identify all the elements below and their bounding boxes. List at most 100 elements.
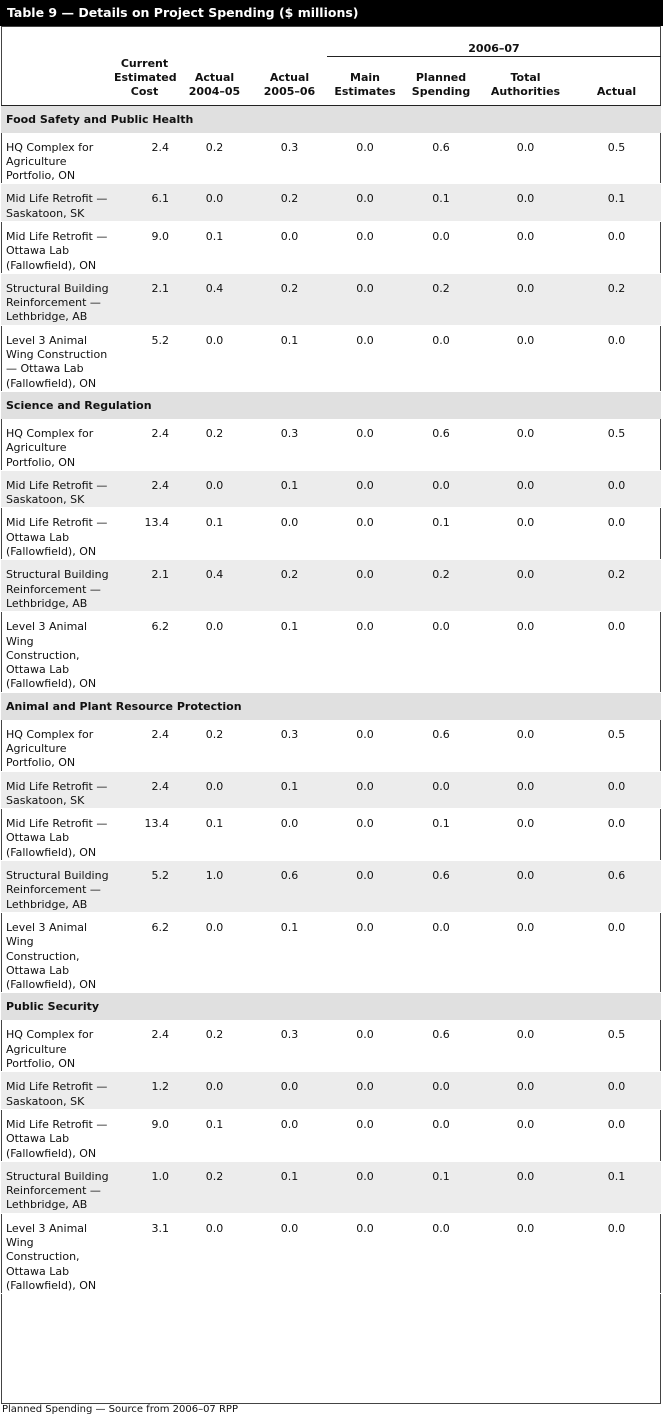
project-name-cell: Mid Life Retrofit — Ottawa Lab (Fallowfi… [1, 507, 112, 561]
section-row: Food Safety and Public Health [1, 105, 661, 133]
value-cell-a0506: 0.3 [252, 132, 327, 185]
value-cell-actual: 0.0 [572, 808, 661, 862]
value-cell-actual: 0.0 [572, 325, 661, 392]
value-cell-main: 0.0 [327, 325, 403, 392]
value-cell-main: 0.0 [327, 221, 403, 274]
value-cell-a0506: 0.3 [252, 418, 327, 471]
value-cell-a0405: 0.0 [177, 912, 252, 994]
value-cell-a0405: 1.0 [177, 860, 252, 913]
table-body: Food Safety and Public Health HQ Complex … [1, 105, 661, 1295]
value-cell-a0405: 0.4 [177, 273, 252, 326]
value-cell-actual: 0.5 [572, 719, 661, 772]
value-cell-a0405: 0.2 [177, 1161, 252, 1214]
value-cell-a0506: 0.0 [252, 1109, 327, 1162]
table-row: Level 3 Animal Wing Construction, Ottawa… [1, 611, 661, 693]
value-cell-total: 0.0 [479, 325, 572, 392]
value-cell-total: 0.0 [479, 771, 572, 810]
value-cell-planned: 0.1 [403, 808, 479, 862]
value-cell-total: 0.0 [479, 221, 572, 274]
value-cell-actual: 0.5 [572, 1020, 661, 1073]
table-row: Mid Life Retrofit — Ottawa Lab (Fallowfi… [1, 221, 661, 274]
value-cell-main: 0.0 [327, 808, 403, 862]
value-cell-main: 0.0 [327, 1071, 403, 1110]
project-name-cell: HQ Complex for Agriculture Portfolio, ON [1, 719, 112, 772]
value-cell-planned: 0.6 [403, 418, 479, 471]
project-name-cell: Mid Life Retrofit — Saskatoon, SK [1, 771, 112, 810]
value-cell-cost: 5.2 [112, 860, 177, 913]
value-cell-a0506: 0.1 [252, 912, 327, 994]
value-cell-total: 0.0 [479, 912, 572, 994]
value-cell-planned: 0.2 [403, 273, 479, 326]
value-cell-cost: 2.4 [112, 1020, 177, 1073]
value-cell-a0405: 0.1 [177, 221, 252, 274]
value-cell-total: 0.0 [479, 559, 572, 613]
value-cell-main: 0.0 [327, 1109, 403, 1162]
value-cell-a0506: 0.0 [252, 808, 327, 862]
table-row: Structural Building Reinforcement — Leth… [1, 559, 661, 613]
value-cell-total: 0.0 [479, 470, 572, 509]
section-row: Animal and Plant Resource Protection [1, 692, 661, 720]
value-cell-a0405: 0.0 [177, 325, 252, 392]
value-cell-cost: 2.4 [112, 418, 177, 471]
value-cell-a0405: 0.2 [177, 132, 252, 185]
table-row: Mid Life Retrofit — Saskatoon, SK 6.1 0.0 0… [1, 183, 661, 222]
value-cell-planned: 0.1 [403, 507, 479, 561]
value-cell-main: 0.0 [327, 273, 403, 326]
value-cell-planned: 0.6 [403, 860, 479, 913]
value-cell-main: 0.0 [327, 912, 403, 994]
table-row: Structural Building Reinforcement — Leth… [1, 1161, 661, 1214]
value-cell-total: 0.0 [479, 273, 572, 326]
value-cell-a0405: 0.4 [177, 559, 252, 613]
value-cell-planned: 0.0 [403, 1213, 479, 1295]
table-row: Level 3 Animal Wing Construction, Ottawa… [1, 1213, 661, 1295]
table-row: Mid Life Retrofit — Saskatoon, SK 2.4 0.0 0… [1, 771, 661, 810]
value-cell-a0405: 0.2 [177, 1020, 252, 1073]
value-cell-cost: 1.0 [112, 1161, 177, 1214]
value-cell-a0405: 0.0 [177, 183, 252, 222]
project-name-cell: Mid Life Retrofit — Ottawa Lab (Fallowfi… [1, 221, 112, 274]
table-row: Mid Life Retrofit — Saskatoon, SK 1.2 0.0 0… [1, 1071, 661, 1110]
value-cell-total: 0.0 [479, 183, 572, 222]
value-cell-main: 0.0 [327, 183, 403, 222]
value-cell-a0506: 0.1 [252, 771, 327, 810]
value-cell-total: 0.0 [479, 1161, 572, 1214]
value-cell-planned: 0.0 [403, 221, 479, 274]
value-cell-total: 0.0 [479, 611, 572, 693]
value-cell-total: 0.0 [479, 132, 572, 185]
value-cell-a0506: 0.0 [252, 1071, 327, 1110]
table-row: Structural Building Reinforcement — Leth… [1, 860, 661, 913]
value-cell-cost: 2.1 [112, 559, 177, 613]
value-cell-main: 0.0 [327, 418, 403, 471]
value-cell-actual: 0.0 [572, 470, 661, 509]
header-row-group: 2006–07 [1, 35, 661, 57]
value-cell-a0506: 0.0 [252, 1213, 327, 1295]
column-header-total-authorities: Total Authorities [479, 56, 572, 106]
value-cell-actual: 0.5 [572, 132, 661, 185]
column-header-main-estimates: Main Estimates [327, 56, 403, 106]
value-cell-actual: 0.2 [572, 559, 661, 613]
table-row: Structural Building Reinforcement — Leth… [1, 273, 661, 326]
value-cell-planned: 0.0 [403, 1071, 479, 1110]
value-cell-main: 0.0 [327, 1020, 403, 1073]
value-cell-main: 0.0 [327, 719, 403, 772]
value-cell-actual: 0.6 [572, 860, 661, 913]
value-cell-a0506: 0.0 [252, 507, 327, 561]
value-cell-cost: 6.1 [112, 183, 177, 222]
value-cell-actual: 0.0 [572, 611, 661, 693]
value-cell-total: 0.0 [479, 719, 572, 772]
section-heading: Science and Regulation [1, 391, 661, 419]
project-name-cell: Level 3 Animal Wing Construction — Ottaw… [1, 325, 112, 392]
project-name-cell: Structural Building Reinforcement — Leth… [1, 273, 112, 326]
value-cell-main: 0.0 [327, 771, 403, 810]
value-cell-a0405: 0.1 [177, 1109, 252, 1162]
value-cell-main: 0.0 [327, 1213, 403, 1295]
project-name-cell: Structural Building Reinforcement — Leth… [1, 559, 112, 613]
value-cell-a0506: 0.6 [252, 860, 327, 913]
value-cell-planned: 0.0 [403, 1109, 479, 1162]
table-row: Level 3 Animal Wing Construction — Ottaw… [1, 325, 661, 392]
value-cell-a0405: 0.0 [177, 470, 252, 509]
table-row: Mid Life Retrofit — Ottawa Lab (Fallowfi… [1, 507, 661, 561]
project-spending-table: 2006–07 Current Estimated Cost Actual 20… [1, 35, 661, 1295]
value-cell-main: 0.0 [327, 611, 403, 693]
project-name-cell: Mid Life Retrofit — Saskatoon, SK [1, 183, 112, 222]
